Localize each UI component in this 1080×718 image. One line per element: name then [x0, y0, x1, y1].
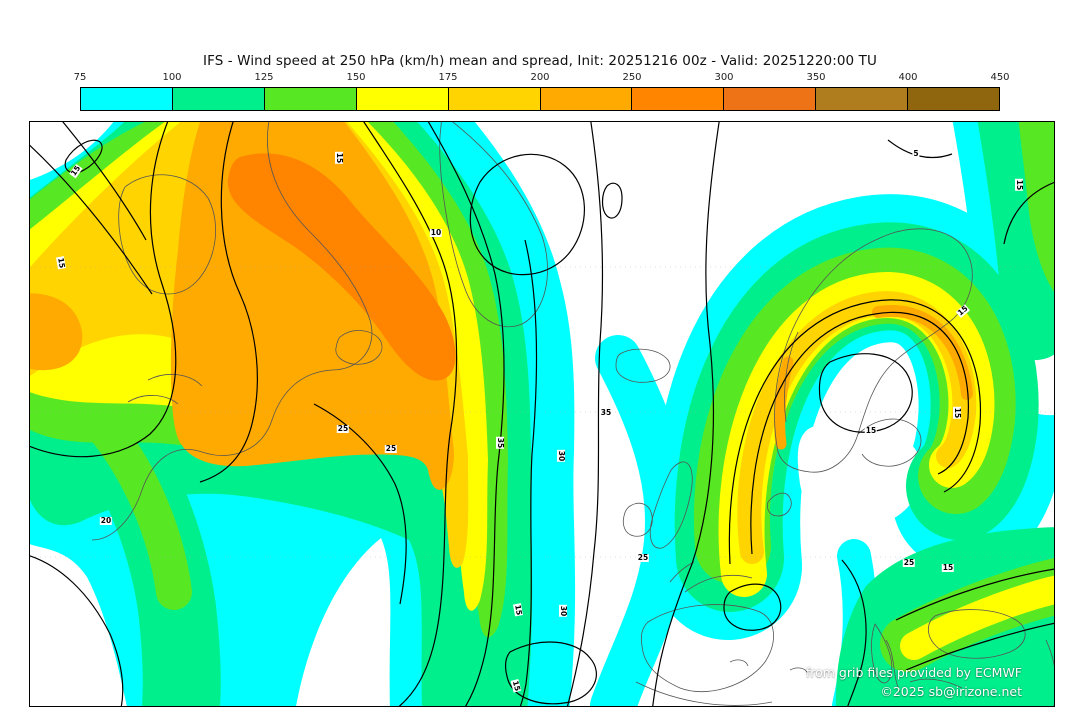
contour-label: 35 — [599, 408, 613, 417]
map-canvas: 15 15 10 15 35 30 35 25 25 15 15 15 5 15 25 15 15 15 25 20 3… — [29, 121, 1055, 707]
contour-label: 25 — [336, 424, 350, 433]
colorbar-segment — [355, 88, 448, 110]
colorbar-segment — [907, 88, 1000, 110]
colorbar-tick: 125 — [254, 72, 274, 83]
contour-label: 30 — [559, 604, 568, 618]
attribution-source: from grib files provided by ECMWF — [805, 665, 1022, 680]
contour-label: 15 — [864, 426, 878, 435]
spread-contours — [30, 122, 1054, 706]
map-title: IFS - Wind speed at 250 hPa (km/h) mean … — [203, 53, 877, 69]
contour-label: 15 — [941, 563, 955, 572]
colorbar-segment — [81, 88, 172, 110]
contour-label: 35 — [496, 436, 505, 450]
colorbar-segment — [723, 88, 816, 110]
colorbar-segment — [631, 88, 724, 110]
colorbar-segment — [815, 88, 908, 110]
colorbar-tick: 150 — [346, 72, 366, 83]
colorbar-segment — [539, 88, 632, 110]
attribution-copyright: ©2025 sb@irizone.net — [880, 684, 1022, 699]
contour-label: 5 — [912, 149, 920, 158]
colorbar-tick: 350 — [806, 72, 826, 83]
contour-label: 25 — [902, 558, 916, 567]
colorbar-tick: 100 — [162, 72, 182, 83]
colorbar-tick: 175 — [438, 72, 458, 83]
graticule — [30, 266, 1054, 558]
colorbar-segment — [263, 88, 356, 110]
colorbar — [80, 87, 1000, 111]
contour-label: 15 — [953, 406, 962, 420]
colorbar-tick: 250 — [622, 72, 642, 83]
contour-label: 10 — [429, 228, 443, 237]
wind-speed-field — [30, 122, 1054, 706]
contour-label: 25 — [384, 444, 398, 453]
colorbar-ticks: 75 100 125 150 175 200 250 300 350 400 450 — [74, 72, 1010, 86]
colorbar-tick: 300 — [714, 72, 734, 83]
contour-label: 15 — [1015, 178, 1024, 192]
colorbar-tick: 450 — [990, 72, 1010, 83]
colorbar-tick: 200 — [530, 72, 550, 83]
colorbar-tick: 75 — [73, 72, 87, 83]
contour-label: 30 — [557, 449, 566, 463]
contour-label: 25 — [636, 553, 650, 562]
colorbar-tick: 400 — [898, 72, 918, 83]
contour-label: 15 — [512, 603, 524, 617]
colorbar-segment — [447, 88, 540, 110]
contour-label: 20 — [99, 516, 113, 525]
coastlines — [91, 122, 1054, 706]
contour-label: 15 — [335, 151, 344, 165]
colorbar-segment — [171, 88, 264, 110]
contour-label: 15 — [55, 256, 67, 270]
